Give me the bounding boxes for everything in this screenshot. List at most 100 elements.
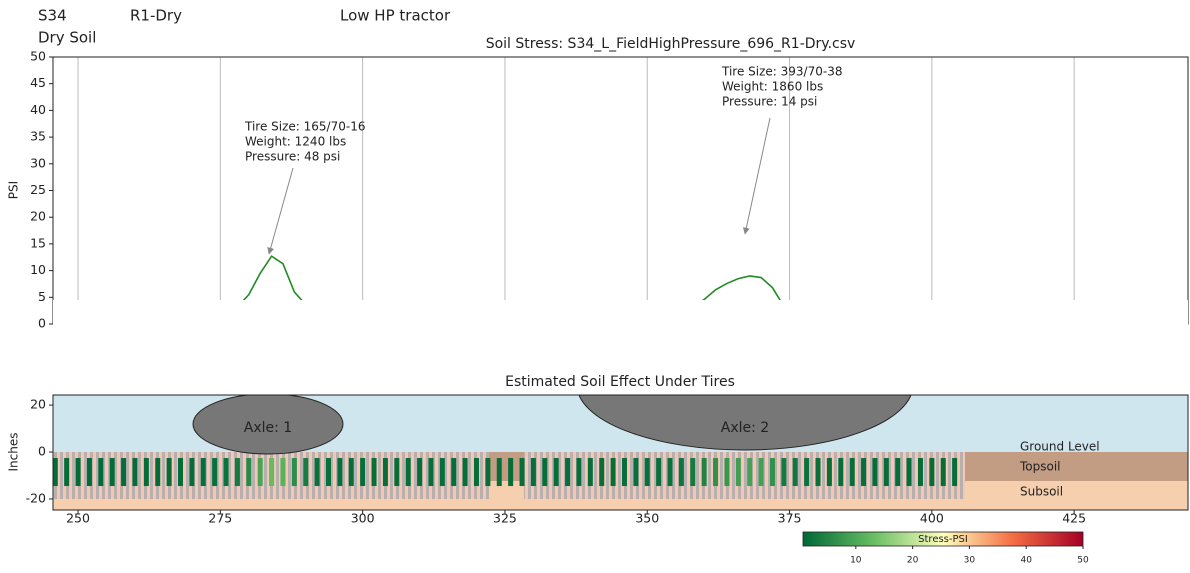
stress-column [872,458,878,487]
colorbar-tick-label: 30 [964,556,976,566]
stress-column [587,458,593,487]
y-tick-label: 10 [30,262,46,277]
stress-column [906,458,912,487]
stress-column [576,458,582,487]
stress-column [200,458,206,487]
stress-column [52,458,58,487]
y-axis-label: Inches [7,433,21,472]
colorbar-label: Stress-PSI [918,534,968,545]
stress-column [98,458,104,487]
stress-column [815,458,821,487]
x-tick-label: 275 [208,511,232,526]
stress-column [109,458,115,487]
x-tick-label: 350 [635,511,659,526]
chart-title: Soil Stress: S34_L_FieldHighPressure_696… [486,36,856,52]
stress-column [792,458,798,487]
stress-column [804,458,810,487]
colorbar-tick-label: 20 [907,556,919,566]
stress-column [826,458,832,487]
stress-column [166,458,172,487]
stress-column [325,458,331,487]
stress-column [496,458,502,487]
axle-clip [53,300,1188,395]
colorbar [802,531,1084,547]
stress-column [542,458,548,487]
stress-column [155,458,161,487]
stress-column [223,458,229,487]
y-axis-label: PSI [7,181,21,199]
y-tick-label: 30 [30,155,46,170]
annotation-arrow [742,117,771,235]
stress-column [485,458,491,487]
stress-column [758,458,764,487]
stress-column [417,458,423,487]
stress-column [895,458,901,487]
stress-column [781,458,787,487]
annotation-text: Weight: 1860 lbs [722,80,823,94]
y-tick-label: 15 [30,235,46,250]
stress-column [724,458,730,487]
soil-pattern [524,452,965,499]
stress-column [735,458,741,487]
annotation-text: Weight: 1240 lbs [245,135,346,149]
x-tick-label: 250 [66,511,90,526]
stress-column [508,458,514,487]
x-tick-label: 375 [778,511,802,526]
stress-column [621,458,627,487]
x-tick-label: 425 [1062,511,1086,526]
stress-column [257,458,263,487]
x-tick-label: 400 [920,511,944,526]
axle-label: Axle: 1 [244,420,292,436]
stress-column [394,458,400,487]
stress-column [656,458,662,487]
stress-column [280,458,286,487]
y-tick-label: 50 [30,49,46,64]
stress-column [143,458,149,487]
stress-column [303,458,309,487]
site: S34 [38,7,67,25]
stress-column [929,458,935,487]
colorbar-tick-label: 10 [850,556,862,566]
colorbar-tick-label: 50 [1077,556,1089,566]
stress-column [633,458,639,487]
annotation-arrow [267,167,294,255]
y-tick-label: 35 [30,129,46,144]
soil: Dry Soil [38,29,96,47]
y-tick-label: 20 [30,209,46,224]
stress-column [337,458,343,487]
stress-column [849,458,855,487]
stress-column [64,458,70,487]
stress-column [451,458,457,487]
stress-column [121,458,127,487]
stress-column [701,458,707,487]
run: R1-Dry [130,7,182,25]
stress-column [314,458,320,487]
annotation-text: Pressure: 48 psi [245,150,340,164]
y-tick-label: 5 [38,289,46,304]
tractor: Low HP tractor [340,7,451,25]
stress-column [747,458,753,487]
stress-column [644,458,650,487]
stress-column [246,458,252,487]
stress-column [530,458,536,487]
colorbar-tick-label: 40 [1020,556,1032,566]
stress-column [940,458,946,487]
stress-column [667,458,673,487]
stress-column [678,458,684,487]
stress-column [565,458,571,487]
annotation-text: Tire Size: 165/70-16 [244,120,365,134]
stress-column [769,458,775,487]
stress-column [382,458,388,487]
stress-column [519,458,525,487]
stress-column [189,458,195,487]
stress-column [599,458,605,487]
stress-column [86,458,92,487]
stress-column [428,458,434,487]
stress-column [212,458,218,487]
layer-label: Subsoil [1020,485,1063,499]
y-tick-label: 40 [30,102,46,117]
stress-column [234,458,240,487]
chart-title: Estimated Soil Effect Under Tires [505,374,735,390]
stress-column [473,458,479,487]
